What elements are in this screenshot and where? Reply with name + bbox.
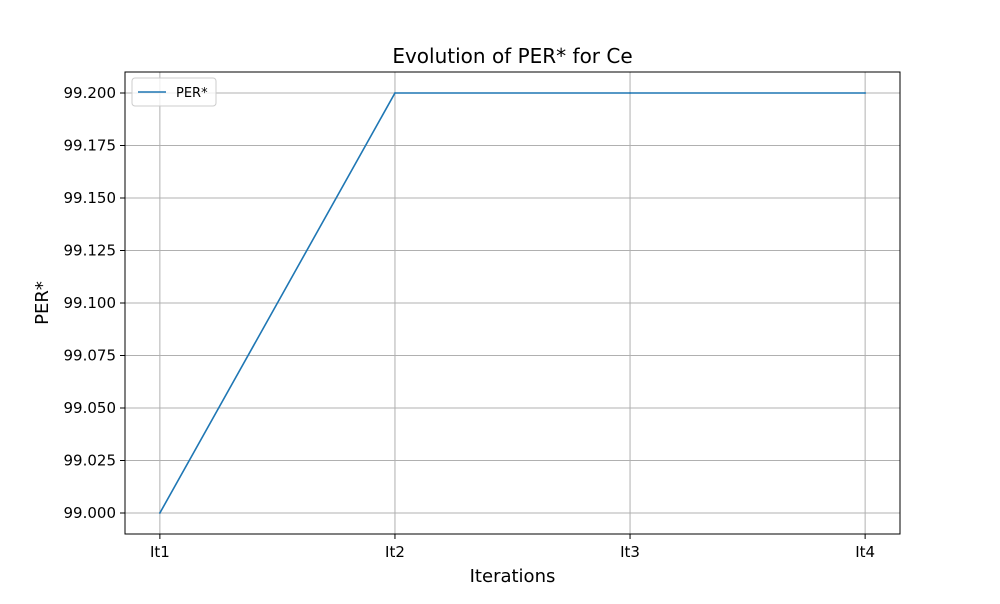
series-line-0	[159, 92, 866, 514]
y-axis-title: PER*	[32, 281, 53, 325]
data-point	[629, 92, 631, 94]
legend: PER*	[131, 77, 217, 107]
data-point	[394, 92, 396, 94]
data-point	[158, 512, 161, 514]
y-tick-label: 99.050	[64, 399, 117, 417]
x-tick-label: It3	[620, 543, 640, 561]
y-tick-label: 99.150	[64, 189, 117, 207]
series-layer	[158, 92, 867, 514]
legend-box	[131, 77, 217, 107]
x-tick-label: It4	[855, 543, 875, 561]
chart-title: Evolution of PER* for Ce	[392, 44, 632, 68]
x-tick-label: It1	[150, 543, 170, 561]
y-tick-label: 99.125	[64, 242, 117, 260]
y-tick-label: 99.000	[64, 504, 117, 522]
data-point	[864, 92, 867, 94]
y-tick-label: 99.175	[64, 137, 117, 155]
y-tick-label: 99.075	[64, 347, 117, 365]
grid	[125, 72, 900, 534]
y-tick-label: 99.100	[64, 294, 117, 312]
x-axis-title: Iterations	[470, 566, 556, 587]
y-tick-label: 99.200	[64, 84, 117, 102]
x-tick-label: It2	[385, 543, 405, 561]
ticks: It1 It2 It3 It4 99.000 99.025 99.050 99.075 99.1…	[64, 84, 876, 561]
y-tick-label: 99.025	[64, 452, 117, 470]
legend-label-per: PER*	[176, 86, 208, 101]
